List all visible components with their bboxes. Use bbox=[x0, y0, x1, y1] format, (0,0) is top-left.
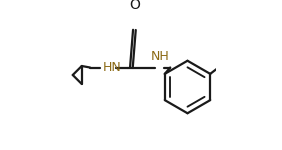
Text: O: O bbox=[129, 0, 140, 12]
Text: HN: HN bbox=[102, 61, 121, 74]
Text: NH: NH bbox=[150, 51, 169, 63]
